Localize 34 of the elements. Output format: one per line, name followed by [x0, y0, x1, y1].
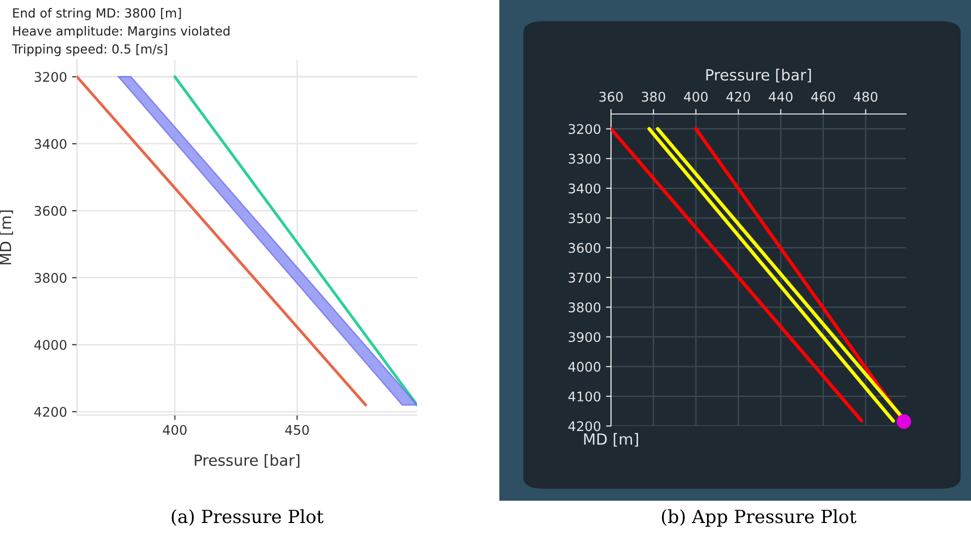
- y-tick-label: 3500: [568, 213, 600, 224]
- y-tick-label: 3800: [568, 302, 600, 312]
- x-axis-title: Pressure [bar]: [194, 454, 300, 468]
- text: End of string MD: 3800 [m]: [13, 8, 181, 20]
- text: Tripping speed: 0.5 [m/s]: [12, 44, 167, 56]
- y-tick-label: 3200: [568, 124, 600, 134]
- x-axis-title: Pressure [bar]: [706, 68, 811, 82]
- y-tick-label: 3400: [568, 184, 600, 194]
- x-tick-label: 420: [726, 92, 750, 102]
- y-tick-label: 4200: [568, 421, 600, 432]
- x-tick-label: 380: [642, 92, 666, 102]
- y-tick-label: 3600: [34, 206, 66, 216]
- y-tick-label: 3600: [568, 242, 600, 253]
- y-tick-label: 4000: [34, 340, 66, 350]
- x-tick-label: 460: [811, 92, 835, 102]
- y-tick-label: 3400: [34, 138, 66, 149]
- text: (b) App Pressure Plot: [662, 509, 856, 527]
- y-tick-label: 4200: [34, 406, 66, 417]
- y-axis-title: MD [m]: [584, 433, 638, 447]
- x-tick-label: 400: [162, 424, 187, 435]
- x-tick-label: 480: [854, 92, 878, 102]
- y-tick-label: 3900: [568, 332, 600, 342]
- text: (a) Pressure Plot: [172, 509, 324, 526]
- y-tick-label: 4000: [568, 362, 600, 372]
- x-tick-label: 450: [285, 424, 309, 435]
- x-tick-label: 360: [599, 92, 623, 102]
- y-tick-label: 3700: [568, 272, 600, 283]
- x-tick-label: 400: [684, 92, 708, 102]
- y-tick-label: 4100: [568, 392, 600, 402]
- y-tick-label: 3300: [568, 154, 600, 164]
- text: Heave amplitude: Margins violated: [13, 26, 230, 38]
- y-tick-label: 3800: [34, 272, 66, 283]
- y-tick-label: 3200: [34, 72, 66, 82]
- x-tick-label: 440: [768, 92, 792, 102]
